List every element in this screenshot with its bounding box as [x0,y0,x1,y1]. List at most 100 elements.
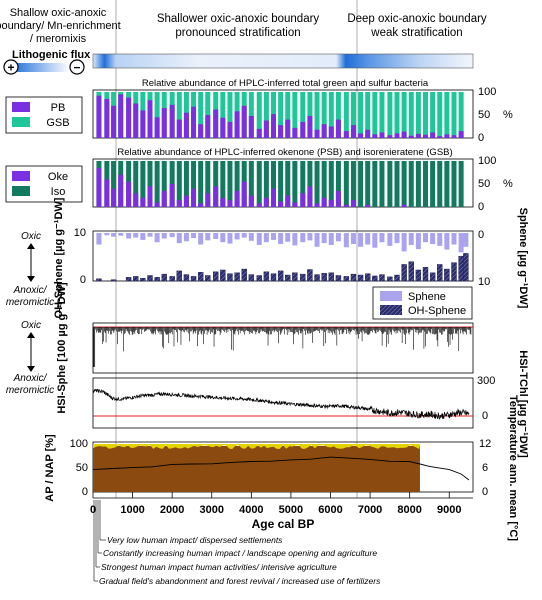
panel4-oxic: Oxic [21,320,41,331]
sphene-bar [147,233,153,237]
oh-sphene-bar [365,273,371,282]
oke-bar-top [198,203,204,207]
sphene-bar [394,233,400,244]
pb-bar-top [241,105,247,138]
pb-bar-top [437,136,443,138]
oke-bar-bottom [343,161,349,207]
pb-bar-top [205,115,211,138]
sphene-bar [220,233,226,243]
zone-label-2: Shallower oxic-anoxic boundary pronounce… [157,13,320,39]
panel2-bars [96,161,464,207]
oke-bar-top [104,179,110,207]
panel6-ytick-left-0: 0 [82,486,88,498]
pb-bar-top [126,97,132,138]
pb-bar-bottom [423,92,428,138]
sphene-bar [437,233,443,246]
pb-bar-top [350,125,356,138]
oke-bar-bottom [444,161,450,207]
legend-sphene: Sphene [408,291,446,303]
panel4-anoxic-1: Anoxic/ [13,373,48,384]
pb-bar-bottom [387,92,393,138]
sphene-bar [430,233,436,245]
oke-bar-bottom [161,161,167,207]
oke-bar-bottom [198,161,204,207]
panel2-ytick-50: 50 [478,178,490,190]
oke-bar-bottom [458,161,464,207]
pb-bar-top [140,110,146,138]
oke-bar-top [350,200,356,207]
oke-bar-top [241,181,247,207]
oh-sphene-bar [335,275,342,282]
pb-bar-top [372,134,378,138]
oke-bar-bottom [314,161,320,207]
legend-iso: Iso [51,186,66,198]
pb-bar-top [227,121,233,138]
panel4-spikes [92,327,472,367]
pb-bar-top [343,131,349,138]
oh-sphene-bar [422,267,429,282]
pb-bar-top [133,103,139,138]
pb-bar-bottom [220,92,226,138]
oh-sphene-bar [227,273,233,282]
pb-bar-top [423,134,428,138]
oke-bar-bottom [271,161,276,207]
sphene-bar [111,233,117,237]
panel2-ytick-100: 100 [478,155,496,167]
oh-sphene-bar [444,268,450,282]
panel6-ytick-left-100: 100 [70,438,88,450]
pb-bar-top [169,104,175,138]
oke-bar-bottom [394,161,400,207]
pb-bar-bottom [285,92,291,138]
flux-title: Lithogenic flux [12,49,91,61]
oh-sphene-bar [387,276,393,282]
pb-bar-top [220,117,226,138]
oke-bar-bottom [285,161,291,207]
pb-bar-bottom [263,92,269,138]
x-tick-label: 1000 [120,504,144,516]
oke-bar-top [292,202,298,207]
zone-label-1-line1: Shallow oxic-anoxic [10,7,107,19]
sphene-bar [314,233,320,247]
pb-bar-bottom [394,92,400,138]
oh-sphene-bar [300,273,306,282]
panel1-ytick-100: 100 [478,86,496,98]
sphene-bar [321,233,327,244]
oke-bar-bottom [321,161,327,207]
oke-bar-bottom [176,161,182,207]
oke-bar-top [227,200,233,207]
pb-bar-bottom [444,92,450,138]
oke-bar-top [169,184,175,207]
panel3-anoxic-1: Anoxic/ [13,285,48,296]
pb-bar-bottom [350,92,356,138]
sphene-bar [463,233,469,247]
panel3-bars [96,233,469,282]
panel2-title: Relative abundance of HPLC-inferred oken… [117,147,452,158]
legend-swatch-pb [12,102,30,112]
pb-bar-top [451,135,457,138]
x-tick-label: 8000 [397,504,421,516]
panel6-ytick-right-6: 6 [482,462,488,474]
pb-bar-top [458,131,464,138]
oh-sphene-bar [169,276,175,282]
oke-bar-top [234,190,240,207]
panel5-frame [92,377,474,429]
pb-bar-bottom [314,92,320,138]
pb-bar-bottom [256,92,262,138]
oke-bar-top [183,195,189,207]
oh-sphene-bar [277,270,284,282]
sphene-bar [104,233,110,236]
pb-bar-bottom [379,92,385,138]
pb-bar-bottom [365,92,371,138]
sphene-bar [191,233,197,239]
sphene-bar [213,233,219,239]
oke-bar-bottom [350,161,356,207]
pb-bar-top [278,125,284,138]
x-tick-label: 0 [90,504,96,516]
oke-bar-bottom [423,161,428,207]
pb-bar-bottom [154,92,160,138]
oh-sphene-bar [408,261,414,282]
pb-bar-top [96,95,102,138]
oh-sphene-bar [307,269,313,282]
pb-bar-top [387,135,393,138]
